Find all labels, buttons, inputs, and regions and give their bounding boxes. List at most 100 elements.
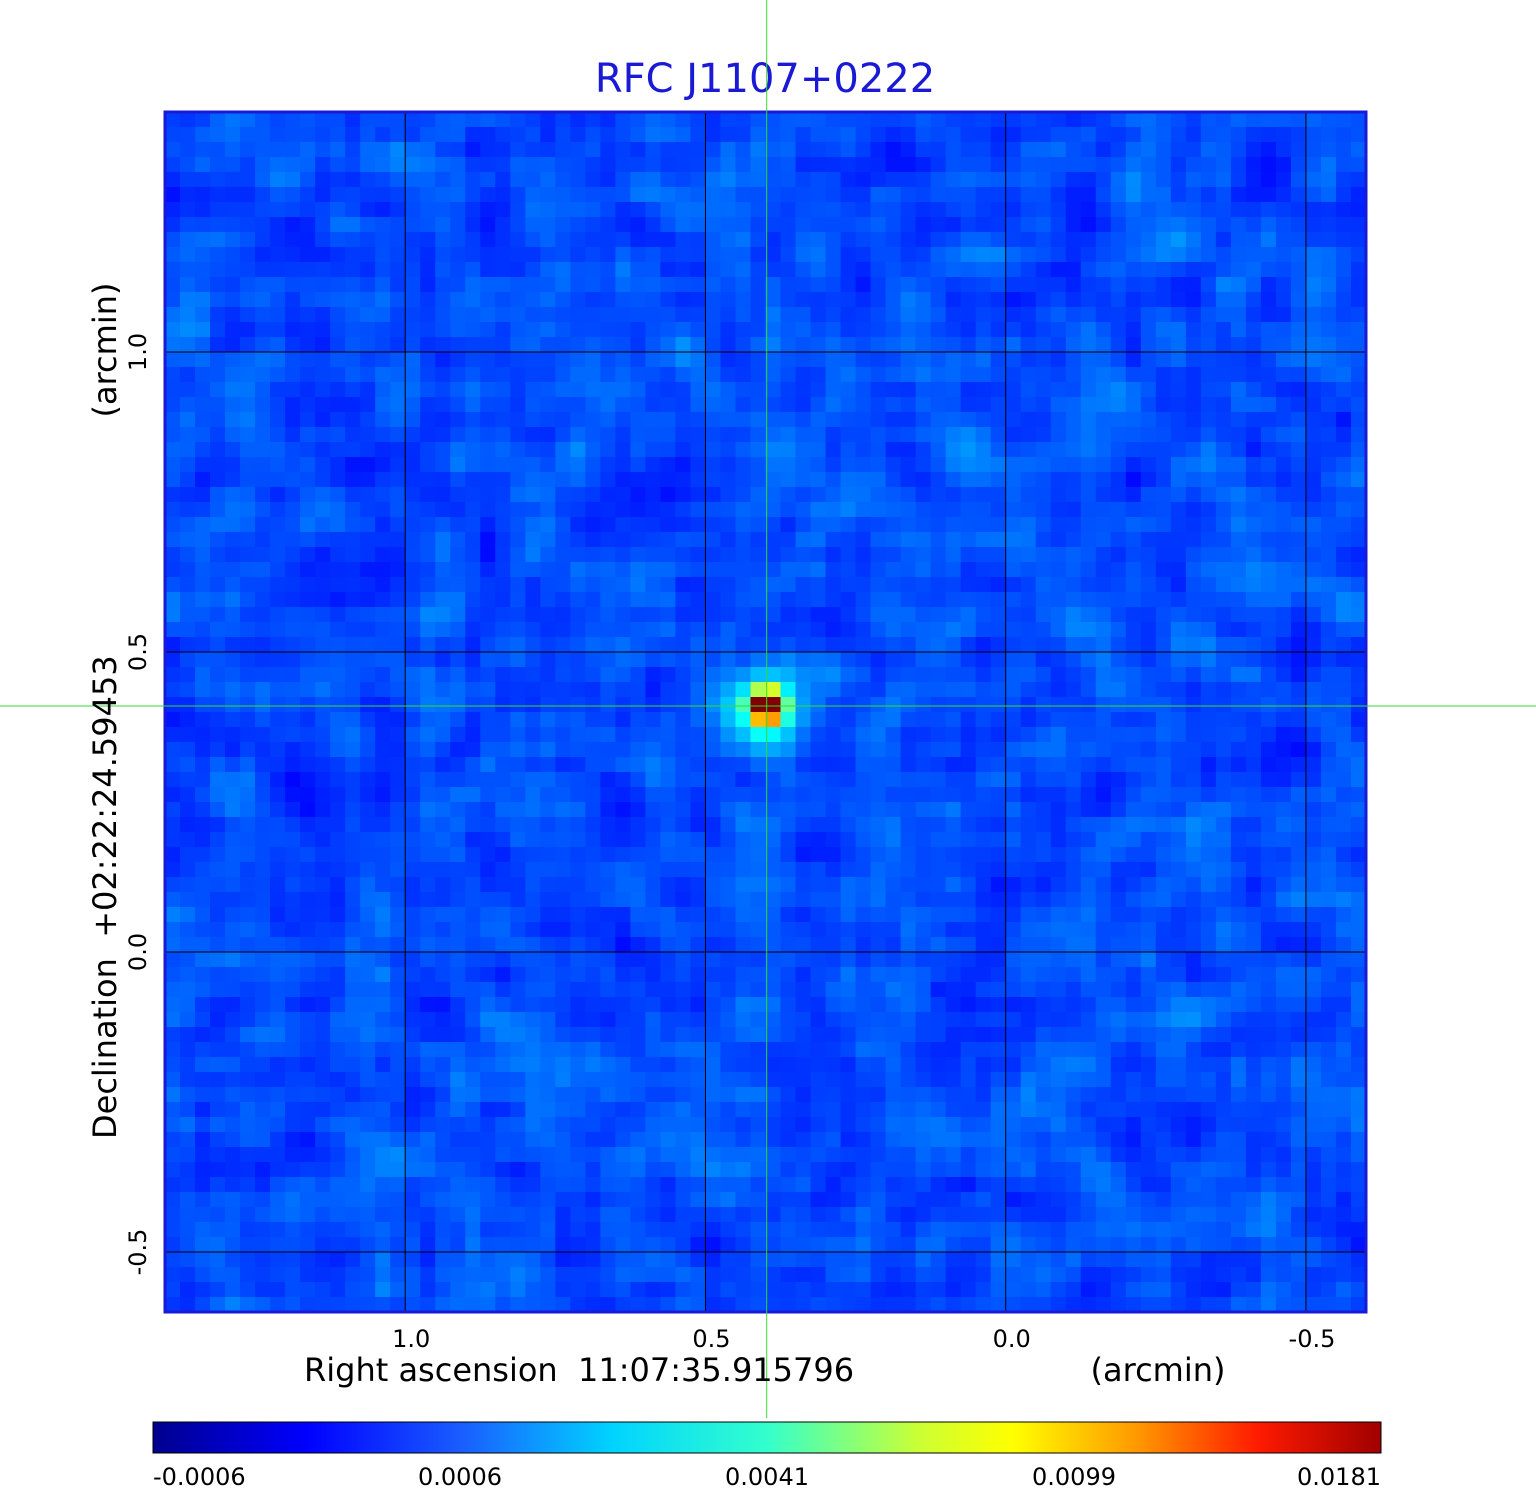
image-pixel [750, 532, 767, 548]
image-pixel [315, 232, 331, 248]
image-pixel [510, 442, 526, 458]
image-pixel [225, 1012, 241, 1028]
image-pixel [270, 142, 286, 158]
image-pixel [240, 367, 256, 383]
image-pixel [1290, 457, 1307, 473]
image-pixel [1155, 847, 1172, 863]
image-pixel [1065, 532, 1082, 548]
image-pixel [1155, 187, 1172, 203]
image-pixel [1230, 1012, 1247, 1028]
image-pixel [630, 607, 646, 623]
image-pixel [1290, 922, 1307, 938]
image-pixel [945, 757, 962, 773]
image-pixel [720, 952, 737, 968]
image-pixel [900, 952, 917, 968]
image-pixel [570, 652, 586, 668]
image-pixel [1080, 967, 1097, 983]
image-pixel [195, 412, 211, 428]
image-pixel [630, 502, 646, 518]
image-pixel [765, 397, 782, 413]
image-pixel [345, 217, 361, 233]
image-pixel [645, 817, 662, 833]
image-pixel [930, 502, 947, 518]
image-pixel [690, 277, 707, 293]
image-pixel [885, 142, 902, 158]
image-pixel [1035, 577, 1052, 593]
image-pixel [1140, 817, 1157, 833]
image-pixel [1140, 997, 1157, 1013]
image-pixel [900, 802, 917, 818]
image-pixel [720, 892, 737, 908]
image-pixel [315, 157, 331, 173]
image-pixel [1275, 667, 1292, 683]
image-pixel [675, 292, 692, 308]
image-pixel [795, 262, 812, 278]
image-pixel [1020, 562, 1037, 578]
image-pixel [285, 397, 301, 413]
image-pixel [1080, 457, 1097, 473]
image-pixel [1155, 952, 1172, 968]
image-pixel [1305, 712, 1322, 728]
image-pixel [1095, 412, 1112, 428]
image-pixel [900, 457, 917, 473]
image-pixel [750, 817, 767, 833]
image-pixel [495, 997, 511, 1013]
image-pixel [1095, 382, 1112, 398]
image-pixel [1275, 592, 1292, 608]
image-pixel [495, 667, 511, 683]
image-pixel [450, 547, 466, 563]
image-pixel [975, 112, 992, 128]
image-pixel [375, 967, 391, 983]
image-pixel [1095, 967, 1112, 983]
image-pixel [255, 787, 271, 803]
image-pixel [1305, 307, 1322, 323]
image-pixel [465, 697, 481, 713]
image-pixel [450, 502, 466, 518]
image-pixel [645, 1027, 662, 1043]
image-pixel [720, 172, 737, 188]
image-pixel [885, 517, 902, 533]
image-pixel [780, 637, 797, 653]
image-pixel [780, 277, 797, 293]
image-pixel [570, 352, 586, 368]
image-pixel [1035, 232, 1052, 248]
image-pixel [360, 862, 376, 878]
image-pixel [210, 487, 226, 503]
image-pixel [525, 202, 541, 218]
image-pixel [990, 277, 1007, 293]
image-pixel [555, 682, 571, 698]
image-pixel [1200, 727, 1217, 743]
image-pixel [195, 397, 211, 413]
image-pixel [1095, 937, 1112, 953]
image-pixel [375, 382, 391, 398]
image-pixel [1095, 202, 1112, 218]
image-pixel [1185, 967, 1202, 983]
image-pixel [1170, 652, 1187, 668]
image-pixel [900, 352, 917, 368]
image-pixel [165, 772, 181, 788]
image-pixel [540, 217, 556, 233]
image-pixel [180, 682, 196, 698]
image-pixel [780, 547, 797, 563]
image-pixel [675, 877, 692, 893]
image-pixel [1290, 412, 1307, 428]
image-pixel [1005, 442, 1022, 458]
image-pixel [1020, 712, 1037, 728]
image-pixel [975, 157, 992, 173]
image-pixel [1260, 997, 1277, 1013]
image-pixel [1110, 832, 1127, 848]
image-pixel [510, 532, 526, 548]
image-pixel [885, 697, 902, 713]
image-pixel [585, 142, 601, 158]
image-pixel [540, 427, 556, 443]
image-pixel [720, 352, 737, 368]
image-pixel [315, 187, 331, 203]
image-pixel [555, 937, 571, 953]
image-pixel [300, 1042, 316, 1058]
image-pixel [210, 352, 226, 368]
image-pixel [435, 292, 451, 308]
image-pixel [465, 682, 481, 698]
image-pixel [1005, 577, 1022, 593]
image-pixel [270, 517, 286, 533]
image-pixel [795, 172, 812, 188]
